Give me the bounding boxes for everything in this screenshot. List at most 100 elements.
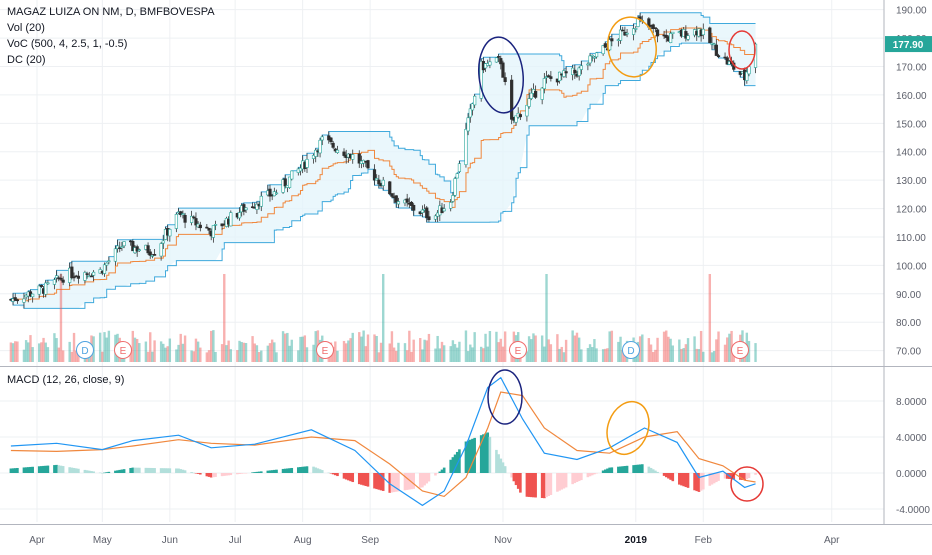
candle-body xyxy=(708,27,712,43)
macd-histogram-bar xyxy=(259,471,263,473)
candle-body xyxy=(311,155,316,159)
macd-histogram-bar xyxy=(196,473,200,474)
macd-histogram-bar xyxy=(344,473,348,480)
macd-histogram-bar xyxy=(484,433,487,473)
candle-body xyxy=(420,209,425,213)
volume-bar xyxy=(131,330,135,362)
volume-bar xyxy=(220,344,224,362)
macd-histogram-bar xyxy=(314,467,318,473)
volume-bar xyxy=(286,332,289,362)
candle-body xyxy=(527,98,531,107)
macd-histogram-bar xyxy=(610,467,614,473)
volume-bar xyxy=(61,350,65,362)
macd-histogram-bar xyxy=(24,467,28,473)
macd-histogram-bar xyxy=(175,468,178,473)
volume-bar xyxy=(11,343,15,362)
time-tick-label: May xyxy=(93,535,112,546)
candle-body xyxy=(544,76,549,78)
volume-bar xyxy=(586,347,590,362)
candle-body xyxy=(46,282,50,285)
candle-body xyxy=(76,275,80,279)
volume-bar xyxy=(351,332,354,362)
macd-histogram-bar xyxy=(466,440,470,473)
volume-bar xyxy=(708,274,712,362)
candle-body xyxy=(473,95,477,106)
macd-histogram-bar xyxy=(678,473,681,485)
volume-bar xyxy=(486,346,489,362)
candle-body xyxy=(102,264,107,274)
volume-bar xyxy=(726,337,729,362)
candle-body xyxy=(453,178,457,196)
dc-legend[interactable]: DC (20) xyxy=(7,54,46,66)
symbol-legend[interactable]: MAGAZ LUIZA ON NM, D, BMFBOVESPA xyxy=(7,6,215,18)
volume-bar xyxy=(260,350,263,362)
candle-body xyxy=(669,33,673,44)
macd-histogram-bar xyxy=(699,473,703,491)
volume-bar xyxy=(107,330,111,362)
candle-body xyxy=(488,61,492,66)
volume-bar xyxy=(575,332,579,362)
candle-body xyxy=(547,75,551,78)
macd-histogram-bar xyxy=(151,467,154,473)
volume-bar xyxy=(358,332,361,362)
volume-bar xyxy=(665,330,668,362)
macd-histogram-bar xyxy=(697,473,701,492)
volume-bar xyxy=(288,345,291,362)
volume-bar xyxy=(144,341,148,362)
candle-body xyxy=(394,195,398,203)
candle-body xyxy=(342,151,346,156)
volume-bar xyxy=(225,345,228,362)
candle-body xyxy=(366,160,370,169)
volume-bar xyxy=(238,340,241,362)
candle-body xyxy=(712,43,716,46)
volume-bar xyxy=(543,346,546,362)
event-marker-circle xyxy=(622,341,640,359)
volume-bar xyxy=(297,350,300,362)
candle-body xyxy=(335,149,340,153)
volume-bar xyxy=(57,347,60,362)
macd-histogram-bar xyxy=(303,466,307,473)
price-tick-label: 100.00 xyxy=(896,261,927,272)
volume-bar xyxy=(133,337,137,362)
macd-histogram-bar xyxy=(44,465,48,473)
macd-histogram-bar xyxy=(495,449,498,473)
price-tick-label: 130.00 xyxy=(896,176,927,187)
macd-histogram-bar xyxy=(479,435,483,473)
macd-histogram-bar xyxy=(257,471,261,473)
candle-body xyxy=(557,71,562,82)
volume-bar xyxy=(135,338,139,362)
candle-body xyxy=(59,277,63,280)
macd-histogram-bar xyxy=(107,471,111,473)
candle-body xyxy=(159,243,163,257)
macd-histogram-bar xyxy=(408,473,411,490)
volume-bar xyxy=(458,341,461,362)
candle-body xyxy=(564,71,568,74)
candle-body xyxy=(390,193,394,197)
candle-body xyxy=(131,241,135,252)
macd-histogram-bar xyxy=(712,473,716,484)
candle-body xyxy=(455,173,459,179)
macd-histogram-bar xyxy=(710,473,714,485)
candle-body xyxy=(107,260,111,263)
macd-histogram-bar xyxy=(503,466,507,473)
macd-histogram-bar xyxy=(423,473,426,486)
candle-body xyxy=(540,87,544,100)
macd-legend[interactable]: MACD (12, 26, close, 9) xyxy=(7,374,125,386)
macd-histogram-bar xyxy=(129,467,132,473)
voc-legend[interactable]: VoC (500, 4, 2.5, 1, -0.5) xyxy=(7,38,128,50)
volume-bar xyxy=(210,330,213,362)
macd-histogram-bar xyxy=(632,465,635,473)
volume-bar xyxy=(214,351,217,362)
macd-histogram-bar xyxy=(560,473,564,490)
annotation-red-macd xyxy=(730,466,764,502)
volume-bar xyxy=(728,333,731,362)
candle-body xyxy=(588,55,592,64)
candle-body xyxy=(314,149,318,157)
volume-legend[interactable]: Vol (20) xyxy=(7,22,45,34)
macd-histogram-bar xyxy=(9,468,13,473)
volume-bar xyxy=(499,338,502,362)
candle-body xyxy=(255,203,259,210)
volume-bar xyxy=(360,336,363,362)
macd-histogram-bar xyxy=(425,473,429,484)
